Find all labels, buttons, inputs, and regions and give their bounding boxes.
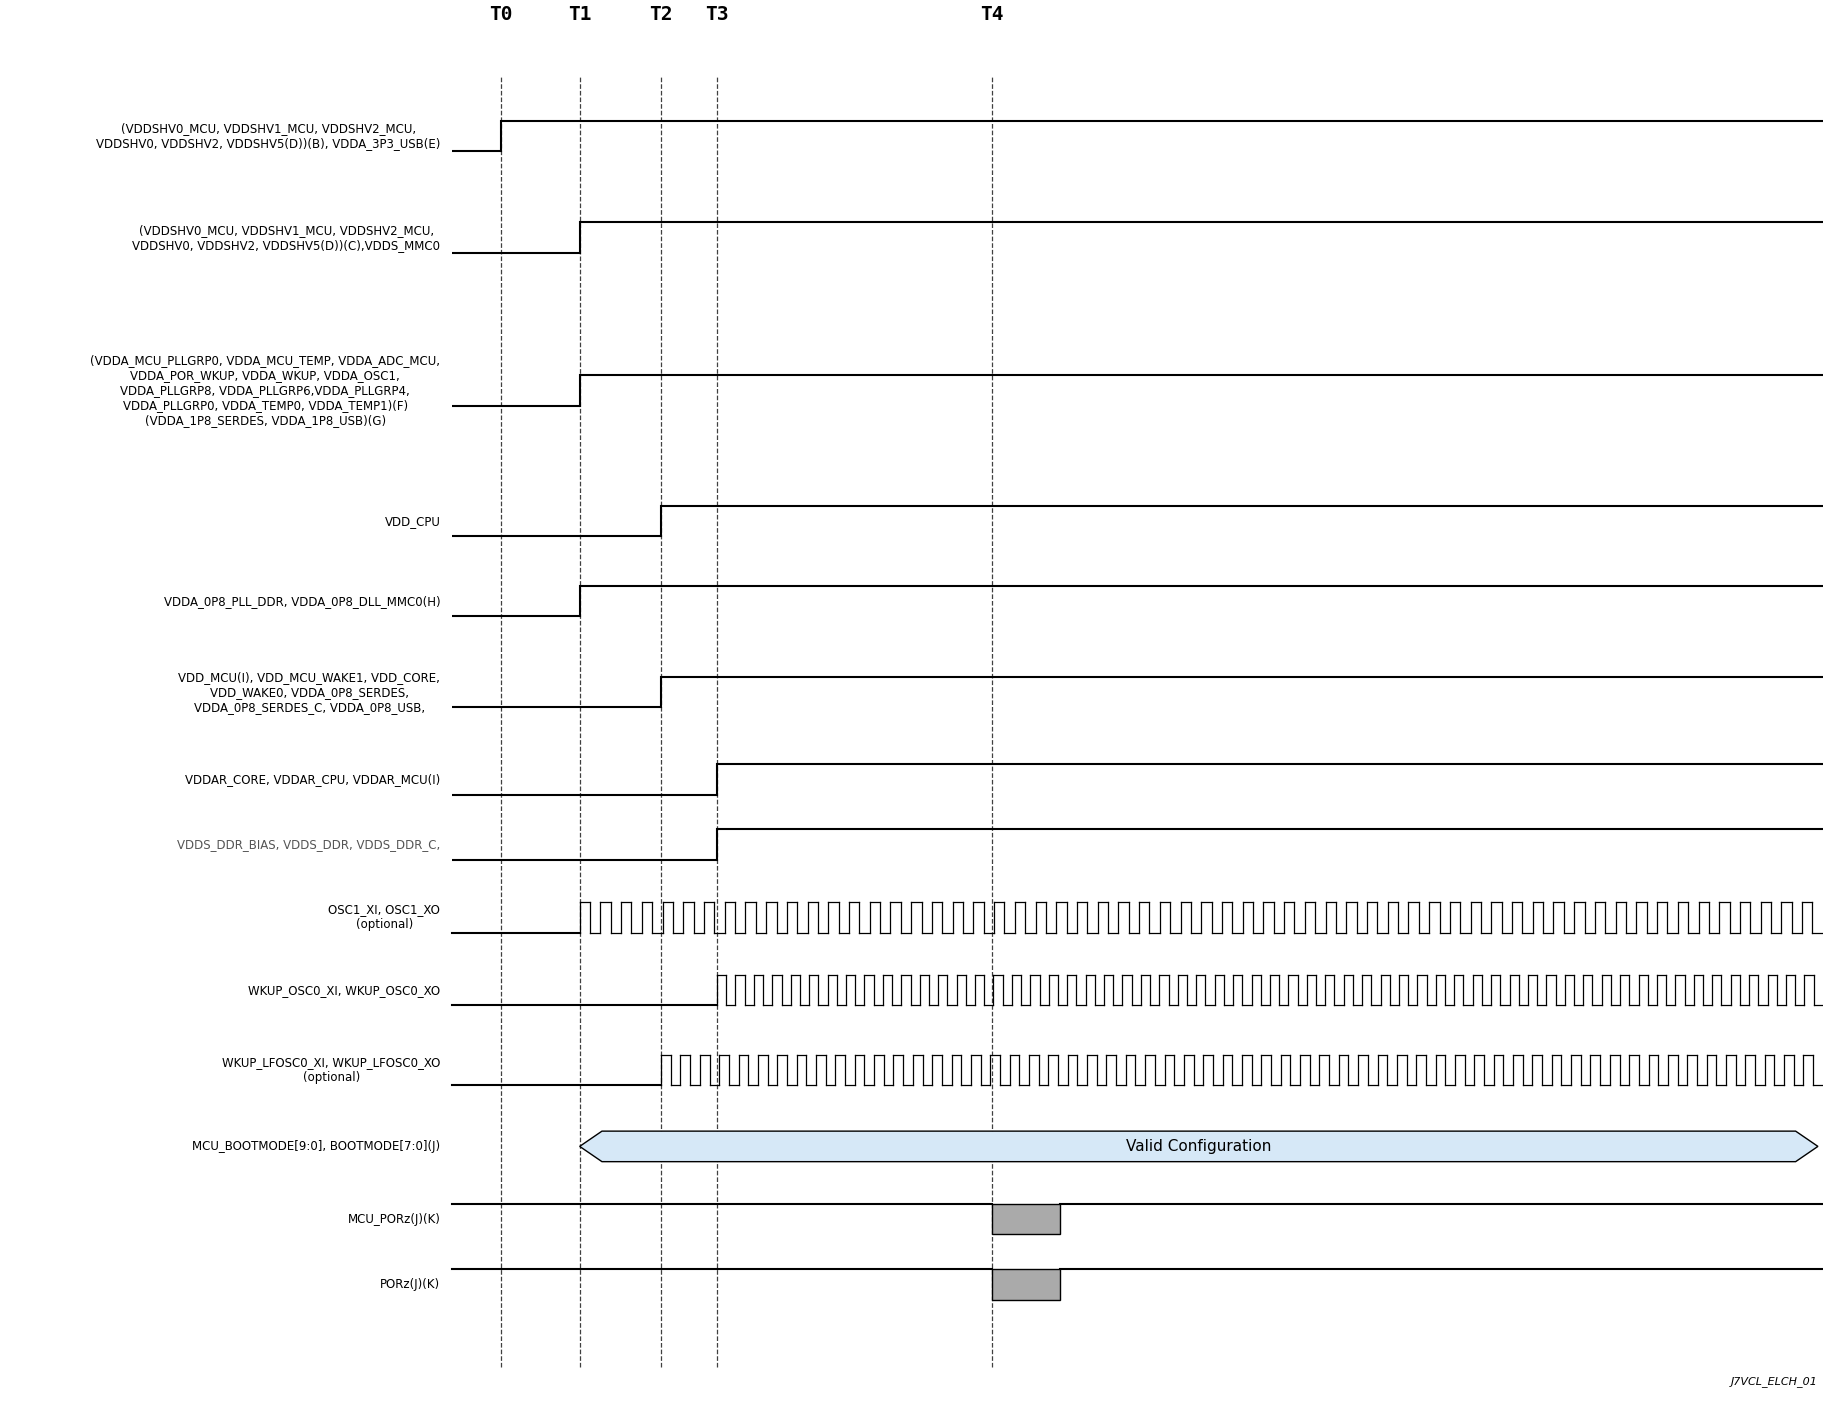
Text: VDDS_DDR_BIAS, VDDS_DDR, VDDS_DDR_C,: VDDS_DDR_BIAS, VDDS_DDR, VDDS_DDR_C, [177, 838, 440, 851]
Text: J7VCL_ELCH_01: J7VCL_ELCH_01 [1730, 1376, 1818, 1388]
Text: T1: T1 [568, 6, 592, 24]
Text: VDD_CPU: VDD_CPU [384, 514, 440, 527]
Text: WKUP_LFOSC0_XI, WKUP_LFOSC0_XO
(optional): WKUP_LFOSC0_XI, WKUP_LFOSC0_XO (optional… [221, 1056, 440, 1084]
Text: VDDAR_CORE, VDDAR_CPU, VDDAR_MCU(I): VDDAR_CORE, VDDAR_CPU, VDDAR_MCU(I) [185, 773, 440, 786]
Text: VDD_MCU(I), VDD_MCU_WAKE1, VDD_CORE,
VDD_WAKE0, VDDA_0P8_SERDES,
VDDA_0P8_SERDES: VDD_MCU(I), VDD_MCU_WAKE1, VDD_CORE, VDD… [179, 671, 440, 714]
Text: Valid Configuration: Valid Configuration [1125, 1139, 1272, 1154]
Bar [992, 1269, 1060, 1300]
Text: VDDA_0P8_PLL_DDR, VDDA_0P8_DLL_MMC0(H): VDDA_0P8_PLL_DDR, VDDA_0P8_DLL_MMC0(H) [164, 595, 440, 608]
Text: (VDDSHV0_MCU, VDDSHV1_MCU, VDDSHV2_MCU,
VDDSHV0, VDDSHV2, VDDSHV5(D))(B), VDDA_3: (VDDSHV0_MCU, VDDSHV1_MCU, VDDSHV2_MCU, … [97, 122, 440, 150]
Text: OSC1_XI, OSC1_XO
(optional): OSC1_XI, OSC1_XO (optional) [329, 903, 440, 931]
Text: PORz(J)(K): PORz(J)(K) [380, 1277, 440, 1291]
Polygon shape [579, 1132, 1818, 1161]
Text: (VDDSHV0_MCU, VDDSHV1_MCU, VDDSHV2_MCU,
VDDSHV0, VDDSHV2, VDDSHV5(D))(C),VDDS_MM: (VDDSHV0_MCU, VDDSHV1_MCU, VDDSHV2_MCU, … [132, 223, 440, 252]
Text: MCU_BOOTMODE[9:0], BOOTMODE[7:0](J): MCU_BOOTMODE[9:0], BOOTMODE[7:0](J) [192, 1140, 440, 1153]
Text: T3: T3 [705, 6, 729, 24]
Text: T0: T0 [490, 6, 513, 24]
Text: T2: T2 [649, 6, 672, 24]
Text: (VDDA_MCU_PLLGRP0, VDDA_MCU_TEMP, VDDA_ADC_MCU,
VDDA_POR_WKUP, VDDA_WKUP, VDDA_O: (VDDA_MCU_PLLGRP0, VDDA_MCU_TEMP, VDDA_A… [90, 353, 440, 427]
Text: WKUP_OSC0_XI, WKUP_OSC0_XO: WKUP_OSC0_XI, WKUP_OSC0_XO [248, 983, 440, 996]
Text: MCU_PORz(J)(K): MCU_PORz(J)(K) [347, 1212, 440, 1225]
Text: T4: T4 [979, 6, 1003, 24]
Bar [992, 1204, 1060, 1235]
